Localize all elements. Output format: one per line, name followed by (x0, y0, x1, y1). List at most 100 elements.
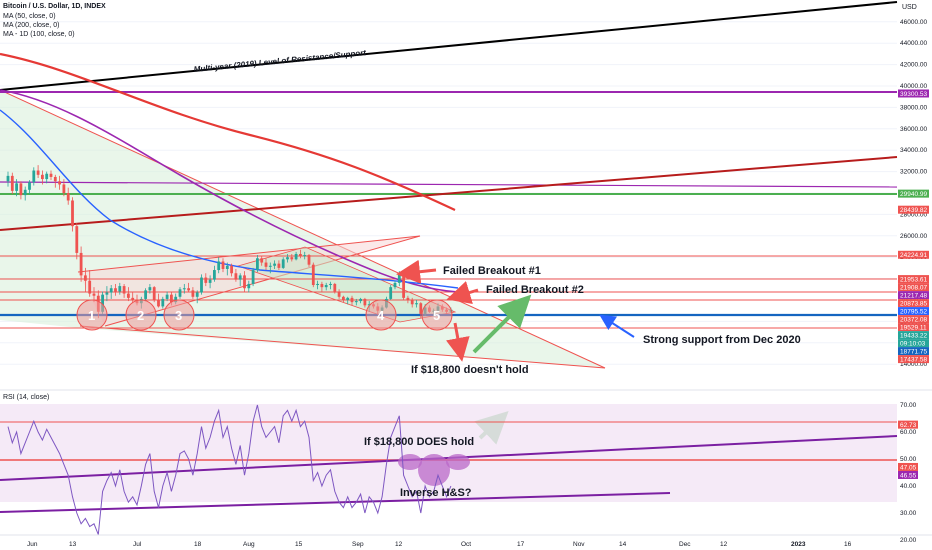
price-tick-label: 42000.00 (900, 62, 927, 69)
price-tag-label: 20873.85 (900, 300, 927, 307)
candle (350, 295, 354, 306)
rsi-tag-bg (898, 470, 918, 479)
rsi-tag-label: 46.55 (900, 472, 917, 479)
time-tick-label: Aug (243, 541, 255, 548)
time-tick-label: 12 (395, 541, 403, 548)
rising-wedge-top (77, 235, 421, 273)
candle-body (286, 257, 289, 260)
right-shoulder (446, 454, 470, 470)
price-tag: 20873.85 (898, 299, 929, 307)
candle-body (238, 275, 242, 280)
indicator-ma200: MA (200, close, 0) (3, 22, 59, 29)
candle (148, 283, 152, 294)
price-tag: 21953.61 (898, 275, 929, 283)
candle (213, 265, 216, 282)
candle-body (195, 292, 199, 297)
candle (320, 281, 324, 292)
candle-body (170, 294, 173, 303)
candle-body (208, 279, 212, 283)
candle-body (66, 193, 70, 201)
candle (178, 287, 182, 299)
ma50-line (0, 109, 459, 289)
candle-body (273, 263, 276, 266)
candle (346, 296, 350, 305)
candle (62, 179, 66, 197)
candle (200, 274, 203, 295)
level-purple-thin (0, 181, 898, 188)
price-tick-label: 34000.00 (900, 147, 927, 154)
candle-body (71, 200, 74, 227)
candle-body (294, 253, 298, 260)
candle-body (290, 257, 294, 260)
support-circle: 5 (421, 299, 453, 331)
candle (290, 253, 294, 262)
candle-body (182, 288, 186, 290)
time-axis: Jun 13 Jul 18 Aug 15 Sep 12 Oct 17 Nov 14 Dec 12 2023 1… (27, 541, 852, 548)
candle-body (62, 184, 66, 193)
price-tag: 19433.22 (898, 331, 929, 339)
time-tick-label: 15 (295, 541, 303, 548)
time-tick-label: Nov (573, 541, 585, 548)
breakout1-arrow (396, 259, 437, 284)
support-circle-shape (365, 299, 397, 331)
support-circle: 2 (125, 299, 157, 331)
price-tag-label: 24224.91 (900, 252, 927, 259)
left-shoulder (398, 454, 422, 470)
flag-fill (236, 246, 457, 323)
rsi-tag: 47.05 (898, 462, 918, 471)
head (418, 454, 450, 486)
time-tick-label: 13 (69, 541, 77, 548)
trendlines (0, 1, 898, 231)
candle (268, 262, 272, 274)
candle (324, 282, 328, 291)
candle-body (178, 289, 182, 297)
candle (79, 246, 83, 282)
price-axis: 14000.0016000.0018000.0020000.0022000.00… (898, 19, 929, 368)
candle (118, 282, 122, 295)
price-tag-bg (898, 307, 929, 316)
candle (354, 298, 358, 306)
candle (161, 296, 165, 309)
support-label: Strong support from Dec 2020 (643, 334, 801, 346)
candle (105, 286, 109, 302)
candle (221, 258, 225, 273)
support-circle-shape (76, 299, 108, 331)
candle-body (118, 286, 122, 292)
candle-body (92, 293, 96, 296)
candle-body (346, 297, 350, 300)
candle (144, 288, 147, 302)
price-tag: 39300.53 (898, 89, 929, 98)
candle (187, 282, 190, 293)
red-down-arrow (446, 322, 470, 362)
price-tag-label: 17437.58 (900, 356, 927, 363)
price-tag-bg (898, 89, 929, 98)
wedge-lower-line (79, 325, 606, 369)
price-tag-label: 09:10:03 (900, 340, 926, 347)
candle-body (337, 291, 341, 297)
candle-body (165, 294, 169, 299)
price-tag-bg (898, 205, 929, 214)
rsi-title: RSI (14, close) (3, 394, 49, 401)
candle-body (191, 290, 195, 297)
candle-body (15, 183, 18, 191)
candle-body (174, 296, 178, 303)
rsi-tick-label: 50.00 (900, 456, 917, 463)
candle (234, 268, 238, 282)
candle-body (419, 303, 423, 314)
candle-body (277, 263, 281, 268)
breakout2-label: Failed Breakout #2 (486, 284, 584, 296)
candle (127, 287, 130, 302)
candle-body (311, 264, 315, 286)
price-tick-label: 28000.00 (900, 211, 927, 218)
support-circle-number: 4 (377, 308, 385, 323)
currency-label: USD (902, 4, 917, 11)
rsi-pane (0, 404, 898, 535)
price-tag-bg (898, 283, 929, 292)
breakout1-label: Failed Breakout #1 (443, 265, 541, 277)
candle (208, 275, 212, 289)
rsi-tick-label: 40.00 (900, 483, 917, 490)
candle-body (109, 288, 113, 293)
candle-body (350, 297, 354, 303)
candle (225, 262, 229, 276)
